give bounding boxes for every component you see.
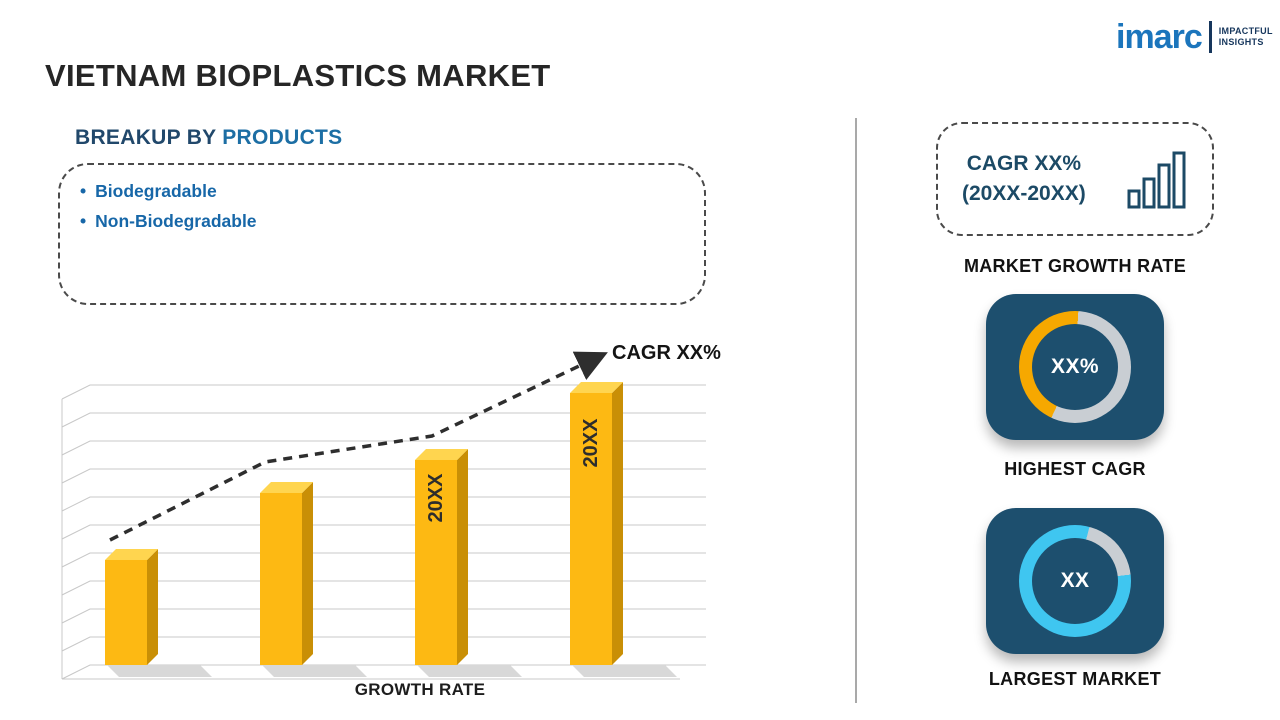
section-divider bbox=[855, 118, 857, 703]
breakup-heading: BREAKUP BY PRODUCTS bbox=[75, 126, 342, 150]
growth-bar-chart: 20XX 20XX bbox=[61, 351, 706, 680]
cagr-value-text: CAGR XX% (20XX-20XX) bbox=[962, 149, 1086, 210]
breakup-products-box bbox=[58, 163, 706, 305]
page-title: VIETNAM BIOPLASTICS MARKET bbox=[45, 58, 551, 93]
bar-1 bbox=[105, 549, 158, 665]
chart-gridlines bbox=[61, 384, 706, 680]
breakup-heading-prefix: BREAKUP BY bbox=[75, 126, 223, 149]
cagr-value-line2: (20XX-20XX) bbox=[962, 182, 1086, 205]
bar-chart-icon bbox=[1127, 151, 1186, 209]
highest-cagr-caption: HIGHEST CAGR bbox=[1004, 459, 1146, 479]
logo-tagline-line1: IMPACTFUL bbox=[1218, 25, 1273, 36]
imarc-logo: imarc IMPACTFUL INSIGHTS bbox=[1116, 20, 1273, 54]
highest-cagr-value: XX% bbox=[1051, 355, 1099, 378]
x-axis-label: GROWTH RATE bbox=[354, 680, 486, 699]
bar-3-label: 20XX bbox=[425, 473, 447, 523]
market-growth-rate-caption: MARKET GROWTH RATE bbox=[963, 256, 1187, 276]
trend-arrow bbox=[109, 351, 608, 542]
highest-cagr-donut-gauge: XX% bbox=[1019, 311, 1131, 423]
list-item: Non-Biodegradable bbox=[80, 206, 256, 236]
bar-3: 20XX bbox=[415, 449, 468, 665]
logo-tagline-line2: INSIGHTS bbox=[1218, 37, 1264, 47]
bar-4-label: 20XX bbox=[580, 418, 602, 468]
bar-series: 20XX 20XX bbox=[105, 382, 623, 665]
largest-market-tile: XX bbox=[986, 508, 1164, 654]
list-item: Biodegradable bbox=[80, 176, 257, 206]
market-growth-rate-box: CAGR XX% (20XX-20XX) bbox=[936, 122, 1214, 236]
highest-cagr-tile: XX% bbox=[986, 294, 1164, 440]
bar-4: 20XX bbox=[570, 382, 623, 665]
largest-market-caption: LARGEST MARKET bbox=[988, 669, 1162, 689]
logo-brand-text: imarc bbox=[1116, 18, 1203, 56]
breakup-heading-highlight: PRODUCTS bbox=[222, 126, 343, 149]
trend-cagr-annotation: CAGR XX% bbox=[612, 342, 721, 364]
largest-market-value: XX bbox=[1060, 569, 1090, 592]
bar-shadows bbox=[107, 665, 677, 677]
cagr-value-line1: CAGR XX% bbox=[966, 151, 1082, 175]
logo-tagline: IMPACTFUL INSIGHTS bbox=[1219, 26, 1273, 49]
logo-divider bbox=[1208, 21, 1212, 53]
largest-market-donut-gauge: XX bbox=[1019, 525, 1131, 637]
breakup-products-list: Biodegradable Non-Biodegradable bbox=[80, 176, 257, 236]
bar-2 bbox=[260, 482, 313, 665]
